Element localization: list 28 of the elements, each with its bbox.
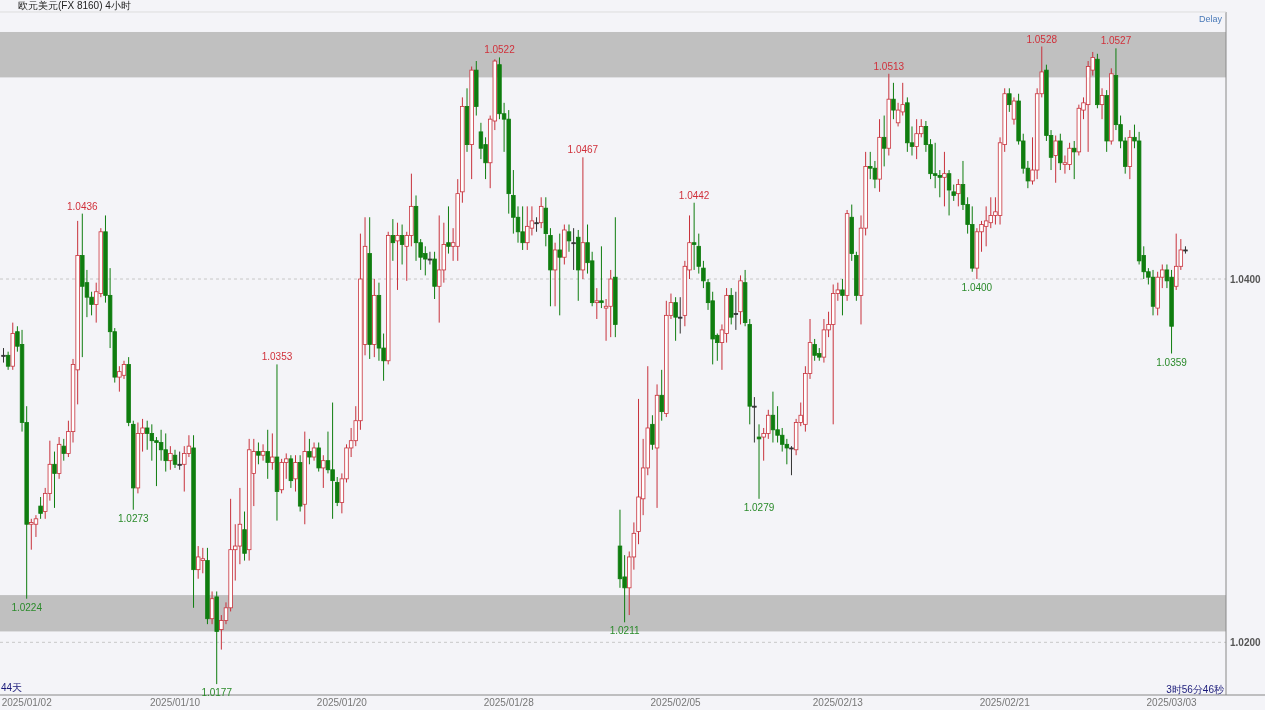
annotation: 1.0359 bbox=[1156, 356, 1188, 368]
x-tick-label: 2025/01/02 bbox=[1, 697, 53, 708]
annotation: 1.0224 bbox=[11, 601, 43, 613]
annotation: 1.0528 bbox=[1026, 33, 1058, 45]
annotation: 1.0400 bbox=[961, 282, 993, 294]
x-tick-label: 2025/02/05 bbox=[650, 697, 702, 708]
x-tick-label: 2025/01/10 bbox=[149, 697, 201, 708]
annotation: 1.0467 bbox=[567, 144, 599, 156]
chart-title: 欧元美元(FX 8160) 4小时 bbox=[18, 0, 131, 11]
annotation: 3时56分46秒 bbox=[1166, 684, 1224, 695]
x-tick-label: 2025/03/03 bbox=[1146, 697, 1198, 708]
x-tick-label: 2025/01/20 bbox=[316, 697, 368, 708]
annotation: 1.0436 bbox=[67, 200, 99, 212]
annotation: 1.0211 bbox=[609, 625, 640, 637]
annotation: 1.0442 bbox=[678, 189, 710, 201]
annotation: 1.0522 bbox=[484, 44, 516, 56]
annotation: 1.0527 bbox=[1100, 35, 1132, 47]
annotation: 1.0273 bbox=[117, 512, 150, 524]
x-tick-label: 2025/02/21 bbox=[979, 697, 1031, 708]
annotation: 1.0353 bbox=[261, 351, 293, 363]
text: Delay bbox=[1198, 14, 1223, 24]
x-tick-label: 2025/01/28 bbox=[483, 697, 535, 708]
x-tick-label: 2025/02/13 bbox=[812, 697, 864, 708]
annotation: 44天 bbox=[1, 682, 23, 693]
annotation: 1.0513 bbox=[873, 60, 905, 72]
y-tick-label: 1.0200 bbox=[1230, 637, 1262, 649]
annotation: 1.0177 bbox=[201, 687, 233, 699]
annotation: 1.0279 bbox=[743, 501, 775, 513]
